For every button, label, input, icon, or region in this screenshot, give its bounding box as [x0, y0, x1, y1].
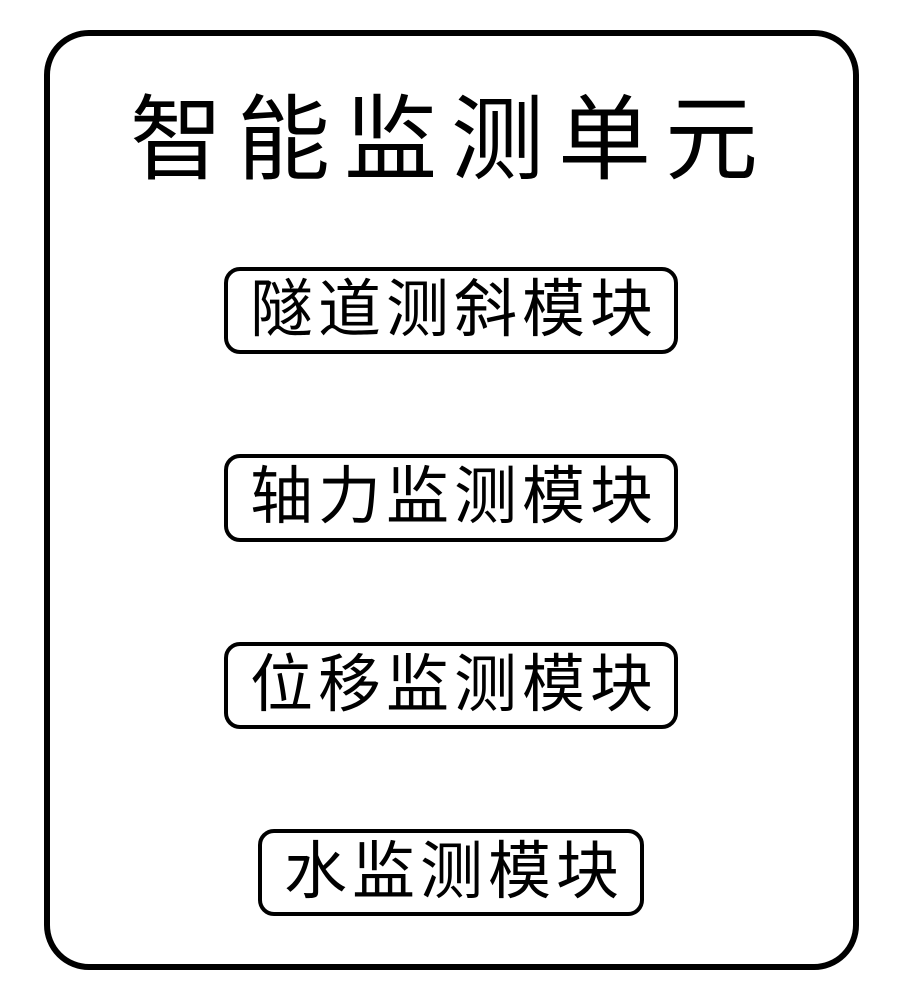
module-water: 水监测模块: [258, 829, 644, 916]
module-tunnel-inclination: 隧道测斜模块: [224, 267, 678, 354]
module-displacement: 位移监测模块: [224, 642, 678, 729]
unit-title: 智能监测单元: [130, 64, 772, 199]
module-list: 隧道测斜模块 轴力监测模块 位移监测模块 水监测模块: [224, 267, 678, 916]
monitoring-unit-container: 智能监测单元 隧道测斜模块 轴力监测模块 位移监测模块 水监测模块: [44, 30, 859, 970]
module-axial-force: 轴力监测模块: [224, 454, 678, 541]
